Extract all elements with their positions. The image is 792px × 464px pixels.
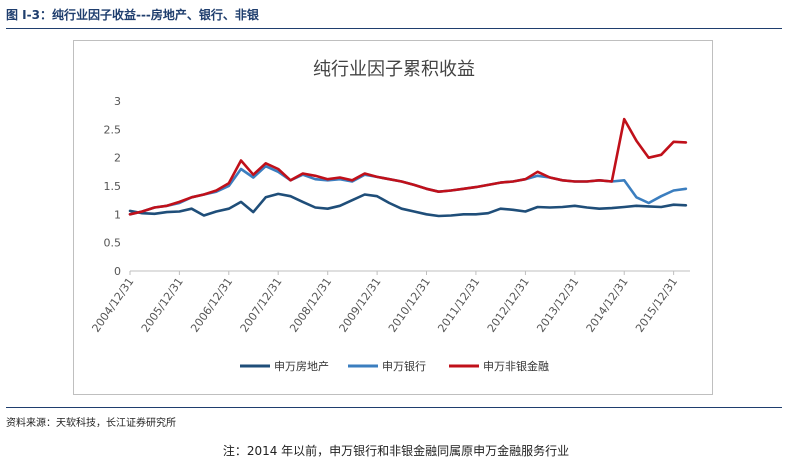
x-tick-label: 2005/12/31 (139, 275, 186, 334)
figure-label: 图 I-3：纯行业因子收益---房地产、银行、非银 (6, 8, 259, 22)
y-tick-label: 1.5 (104, 180, 122, 193)
y-tick-label: 2 (114, 152, 121, 165)
legend: 申万房地产 申万银行 申万非银金融 (240, 359, 549, 373)
x-tick-label: 2009/12/31 (337, 275, 384, 334)
x-tick-label: 2013/12/31 (534, 275, 581, 334)
y-axis: 0 0.5 1 1.5 2 2.5 3 (104, 95, 122, 278)
y-tick-label: 0 (114, 265, 121, 278)
series-line-0 (128, 192, 688, 218)
source-note: 资料来源：天软科技，长江证券研究所 (6, 418, 176, 429)
x-tick-label: 2006/12/31 (188, 275, 235, 334)
y-tick-label: 3 (114, 95, 121, 108)
bottom-rule (6, 407, 782, 408)
x-tick-label: 2014/12/31 (584, 275, 631, 334)
x-tick-label: 2011/12/31 (435, 275, 482, 334)
x-tick-label: 2007/12/31 (238, 275, 285, 334)
chart-title: 纯行业因子累积收益 (313, 59, 475, 80)
x-tick-label: 2012/12/31 (485, 275, 532, 334)
legend-label: 申万房地产 (274, 359, 329, 373)
y-tick-label: 1 (114, 208, 121, 221)
x-tick-label: 2004/12/31 (89, 275, 136, 334)
x-axis: 2004/12/31 2005/12/31 2006/12/31 2007/12/31… (89, 270, 690, 335)
series-line-2 (128, 117, 688, 216)
y-tick-label: 2.5 (104, 123, 122, 136)
x-tick-label: 2008/12/31 (287, 275, 334, 334)
x-tick-label: 2015/12/31 (633, 275, 680, 334)
plot-area (128, 117, 688, 218)
legend-label: 申万非银金融 (483, 359, 549, 373)
chart-frame (73, 40, 713, 395)
top-rule (6, 28, 782, 29)
x-tick-label: 2010/12/31 (386, 275, 433, 334)
y-tick-label: 0.5 (104, 237, 122, 250)
legend-label: 申万银行 (382, 359, 426, 373)
footnote: 注：2014 年以前，申万银行和非银金融同属原申万金融服务行业 (222, 444, 570, 458)
